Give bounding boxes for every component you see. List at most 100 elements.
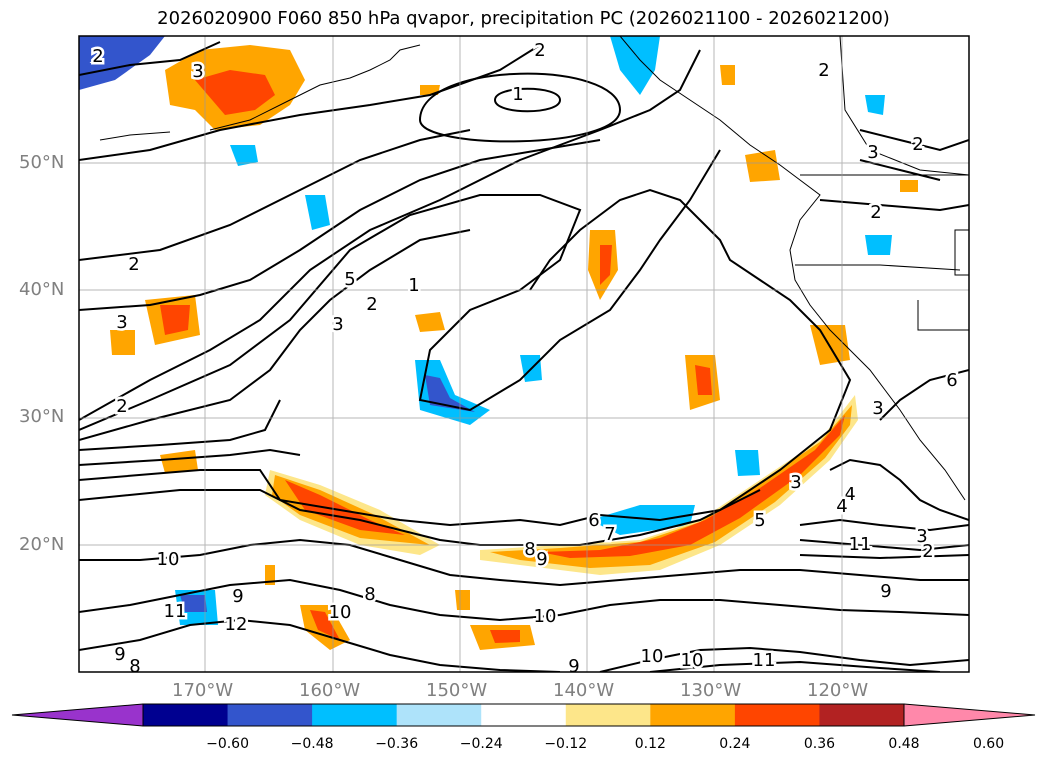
contour-label: 2 xyxy=(534,40,545,61)
svg-text:10: 10 xyxy=(329,602,352,623)
svg-text:10: 10 xyxy=(157,549,180,570)
contour-label: 8 xyxy=(524,539,535,560)
svg-text:10: 10 xyxy=(681,650,704,671)
contour-label: 2 xyxy=(366,294,377,315)
svg-text:9: 9 xyxy=(568,656,579,677)
svg-text:3: 3 xyxy=(192,61,203,82)
contour-label: 3 xyxy=(116,312,127,333)
contour-label: 3 xyxy=(867,142,878,163)
contour-label: 4 xyxy=(836,496,847,517)
contour-label: 10 xyxy=(681,650,704,671)
svg-text:9: 9 xyxy=(536,549,547,570)
contour-label: 12 xyxy=(225,614,248,635)
colorbar-tick-label: −0.12 xyxy=(544,736,588,752)
contour-label: 2 xyxy=(818,60,829,81)
contour-label: 4 xyxy=(844,484,855,505)
contour-label: 5 xyxy=(344,269,355,290)
colorbar-tick-label: 0.12 xyxy=(634,736,666,752)
colorbar-box xyxy=(143,704,229,726)
svg-text:3: 3 xyxy=(332,314,343,335)
contour-label: 6 xyxy=(946,370,957,391)
lat-label-50n: 50°N xyxy=(19,152,65,173)
svg-text:2: 2 xyxy=(534,40,545,61)
svg-text:4: 4 xyxy=(844,484,855,505)
contour-label: 9 xyxy=(232,586,243,607)
colorbar-tick-label: −0.36 xyxy=(375,736,419,752)
lon-label-170w: 170°W xyxy=(172,680,234,701)
contour-label: 2 xyxy=(128,254,139,275)
svg-text:2: 2 xyxy=(870,202,881,223)
colorbar xyxy=(11,703,1036,727)
contour-label: 10 xyxy=(641,646,664,667)
svg-text:2: 2 xyxy=(92,46,103,67)
contour-label: 2 xyxy=(92,46,103,67)
colorbar-tick-label: −0.60 xyxy=(206,736,249,752)
lat-label-40n: 40°N xyxy=(19,279,65,300)
contour-label: 1 xyxy=(512,84,523,105)
colorbar-box xyxy=(396,704,482,726)
contour-label: 3 xyxy=(332,314,343,335)
contour-label: 2 xyxy=(870,202,881,223)
map-frame xyxy=(78,35,970,673)
svg-text:9: 9 xyxy=(232,586,243,607)
svg-text:11: 11 xyxy=(164,601,187,622)
colorbar-box xyxy=(650,704,736,726)
svg-text:2: 2 xyxy=(922,541,933,562)
colorbar-tick-label: 0.60 xyxy=(972,736,1005,752)
colorbar-extend-high xyxy=(904,704,1035,726)
svg-text:3: 3 xyxy=(790,472,801,493)
colorbar-box xyxy=(227,704,313,726)
contour-label: 3 xyxy=(916,526,927,547)
colorbar-box xyxy=(312,704,398,726)
colorbar-extend-low xyxy=(12,704,143,726)
map-title: 2026020900 F060 850 hPa qvapor, precipit… xyxy=(157,8,890,29)
qvapor-contours xyxy=(79,41,969,672)
colorbar-tick-label: −0.24 xyxy=(459,736,503,752)
colorbar-box xyxy=(734,704,820,726)
colorbar-tick-label: 0.48 xyxy=(888,736,920,752)
lat-label-30n: 30°N xyxy=(19,406,65,427)
coastlines xyxy=(99,36,969,501)
contour-label: 3 xyxy=(192,61,203,82)
svg-text:2: 2 xyxy=(818,60,829,81)
lon-label-130w: 130°W xyxy=(680,680,742,701)
contour-label: 10 xyxy=(157,549,180,570)
svg-text:9: 9 xyxy=(114,644,125,665)
svg-text:2: 2 xyxy=(116,396,127,417)
colorbar-box xyxy=(565,704,651,726)
contour-label: 9 xyxy=(114,644,125,665)
lon-label-150w: 150°W xyxy=(426,680,488,701)
lon-label-120w: 120°W xyxy=(807,680,869,701)
svg-text:8: 8 xyxy=(129,656,140,677)
svg-text:7: 7 xyxy=(604,524,615,545)
contour-label: 11 xyxy=(164,601,187,622)
svg-text:6: 6 xyxy=(588,510,599,531)
contour-label: 2 xyxy=(922,541,933,562)
contour-label: 10 xyxy=(329,602,352,623)
lat-label-20n: 20°N xyxy=(19,534,65,555)
lon-label-160w: 160°W xyxy=(299,680,361,701)
contour-label: 3 xyxy=(872,398,883,419)
svg-text:1: 1 xyxy=(512,84,523,105)
contour-label: 11 xyxy=(849,534,872,555)
svg-text:9: 9 xyxy=(880,581,891,602)
svg-text:5: 5 xyxy=(344,269,355,290)
svg-text:8: 8 xyxy=(364,584,375,605)
colorbar-tick-label: 0.24 xyxy=(719,736,751,752)
svg-text:11: 11 xyxy=(753,650,776,671)
svg-text:10: 10 xyxy=(641,646,664,667)
svg-text:4: 4 xyxy=(836,496,847,517)
colorbar-box xyxy=(481,704,567,726)
contour-label: 11 xyxy=(753,650,776,671)
svg-text:1: 1 xyxy=(408,275,419,296)
svg-text:2: 2 xyxy=(128,254,139,275)
svg-text:3: 3 xyxy=(116,312,127,333)
contour-label: 1 xyxy=(408,275,419,296)
contour-label: 2 xyxy=(912,134,923,155)
contour-label: 8 xyxy=(129,656,140,677)
contour-label: 9 xyxy=(536,549,547,570)
svg-text:11: 11 xyxy=(849,534,872,555)
